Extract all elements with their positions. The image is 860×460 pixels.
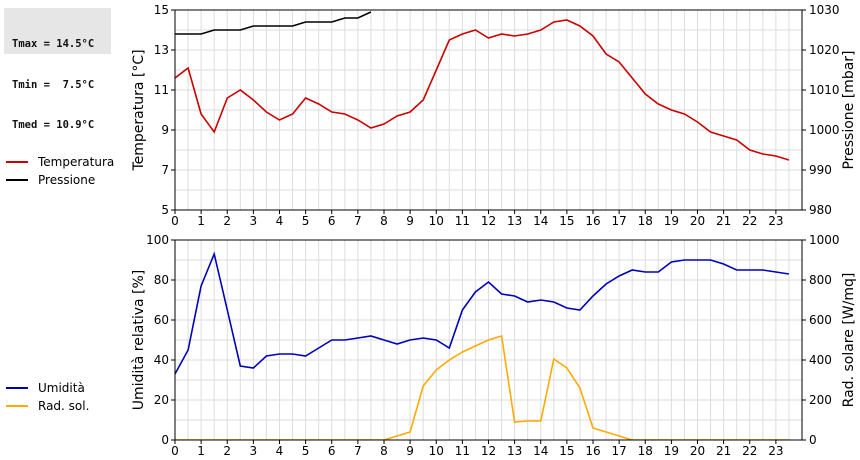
y-tick-label: 9 bbox=[161, 123, 169, 137]
y2-tick-label: 1010 bbox=[809, 83, 840, 97]
tmed-text: Tmed = 10.9°C bbox=[12, 119, 95, 131]
x-tick-label: 17 bbox=[611, 444, 626, 458]
x-tick-label: 5 bbox=[302, 214, 310, 228]
y2-tick-label: 600 bbox=[809, 313, 832, 327]
y-tick-label: 7 bbox=[161, 163, 169, 177]
y2-tick-label: 400 bbox=[809, 353, 832, 367]
y-tick-label: 20 bbox=[154, 393, 169, 407]
x-tick-label: 2 bbox=[223, 444, 231, 458]
x-tick-label: 10 bbox=[429, 444, 444, 458]
x-tick-label: 16 bbox=[585, 214, 600, 228]
x-tick-label: 20 bbox=[690, 214, 705, 228]
x-tick-label: 1 bbox=[197, 444, 205, 458]
x-tick-label: 21 bbox=[716, 214, 731, 228]
y2-tick-label: 1000 bbox=[809, 233, 840, 247]
y-tick-label: 13 bbox=[154, 43, 169, 57]
x-tick-label: 13 bbox=[507, 214, 522, 228]
x-tick-label: 16 bbox=[585, 444, 600, 458]
x-tick-label: 12 bbox=[481, 214, 496, 228]
x-tick-label: 15 bbox=[559, 444, 574, 458]
y-axis-label: Umidità relativa [%] bbox=[131, 270, 147, 411]
y2-tick-label: 1000 bbox=[809, 123, 840, 137]
x-tick-label: 23 bbox=[768, 214, 783, 228]
series-line-umidit- bbox=[175, 251, 790, 375]
x-tick-label: 17 bbox=[611, 214, 626, 228]
x-tick-label: 11 bbox=[455, 214, 470, 228]
x-tick-label: 3 bbox=[250, 444, 258, 458]
y-tick-label: 15 bbox=[154, 3, 169, 17]
y2-tick-label: 1020 bbox=[809, 43, 840, 57]
x-tick-label: 13 bbox=[507, 444, 522, 458]
x-tick-label: 3 bbox=[250, 214, 258, 228]
series-line-pressione bbox=[175, 11, 372, 35]
x-tick-label: 22 bbox=[742, 444, 757, 458]
y-tick-label: 40 bbox=[154, 353, 169, 367]
x-tick-label: 14 bbox=[533, 214, 548, 228]
x-tick-label: 7 bbox=[354, 444, 362, 458]
series-line-rad-sol- bbox=[175, 334, 789, 440]
y-tick-label: 11 bbox=[154, 83, 169, 97]
x-tick-label: 0 bbox=[171, 444, 179, 458]
x-tick-label: 6 bbox=[328, 444, 336, 458]
y-tick-label: 80 bbox=[154, 273, 169, 287]
x-tick-label: 8 bbox=[380, 444, 388, 458]
y-tick-label: 60 bbox=[154, 313, 169, 327]
x-tick-label: 20 bbox=[690, 444, 705, 458]
y2-tick-label: 200 bbox=[809, 393, 832, 407]
y-tick-label: 0 bbox=[161, 433, 169, 447]
x-tick-label: 14 bbox=[533, 444, 548, 458]
x-tick-label: 10 bbox=[429, 214, 444, 228]
y2-axis-label: Pressione [mbar] bbox=[841, 50, 857, 169]
y2-axis-label: Rad. solare [W/mq] bbox=[841, 273, 857, 408]
x-tick-label: 8 bbox=[380, 214, 388, 228]
x-tick-label: 18 bbox=[638, 214, 653, 228]
x-tick-label: 5 bbox=[302, 444, 310, 458]
x-tick-label: 11 bbox=[455, 444, 470, 458]
y-tick-label: 100 bbox=[146, 233, 169, 247]
tmax-text: Tmax = 14.5°C bbox=[12, 38, 95, 50]
series-line-temperatura bbox=[175, 19, 790, 161]
x-tick-label: 2 bbox=[223, 214, 231, 228]
legend-label: Rad. sol. bbox=[38, 399, 89, 413]
y2-tick-label: 0 bbox=[809, 433, 817, 447]
x-tick-label: 1 bbox=[197, 214, 205, 228]
legend-label: Umidità bbox=[38, 381, 85, 395]
y2-tick-label: 800 bbox=[809, 273, 832, 287]
y2-tick-label: 1030 bbox=[809, 3, 840, 17]
x-tick-label: 7 bbox=[354, 214, 362, 228]
x-tick-label: 23 bbox=[768, 444, 783, 458]
y2-tick-label: 990 bbox=[809, 163, 832, 177]
x-tick-label: 19 bbox=[664, 214, 679, 228]
legend-label: Temperatura bbox=[37, 155, 114, 169]
y2-tick-label: 980 bbox=[809, 203, 832, 217]
x-tick-label: 4 bbox=[276, 444, 284, 458]
y-axis-label: Temperatura [°C] bbox=[131, 49, 147, 171]
x-tick-label: 18 bbox=[638, 444, 653, 458]
x-tick-label: 9 bbox=[406, 214, 414, 228]
x-tick-label: 4 bbox=[276, 214, 284, 228]
legend-label: Pressione bbox=[38, 173, 95, 187]
x-tick-label: 6 bbox=[328, 214, 336, 228]
x-tick-label: 22 bbox=[742, 214, 757, 228]
chart-panel-0: 0 1 2 3 4 5 6 7 8 9 10 11 12 13 14 15 16 17 18 19 20 21 22 2357… bbox=[6, 3, 857, 228]
x-tick-label: 12 bbox=[481, 444, 496, 458]
y-tick-label: 5 bbox=[161, 203, 169, 217]
tmin-text: Tmin = 7.5°C bbox=[12, 78, 95, 91]
x-tick-label: 0 bbox=[171, 214, 179, 228]
x-tick-label: 21 bbox=[716, 444, 731, 458]
x-tick-label: 9 bbox=[406, 444, 414, 458]
x-tick-label: 15 bbox=[559, 214, 574, 228]
stats-box: Tmax = 14.5°C Tmin = 7.5°C Tmed = 10.9°C bbox=[4, 8, 111, 131]
chart-panel-1: 0 1 2 3 4 5 6 7 8 9 10 11 12 13 14 15 16 17 18 19 20 21 22 2302… bbox=[6, 233, 857, 458]
x-tick-label: 19 bbox=[664, 444, 679, 458]
